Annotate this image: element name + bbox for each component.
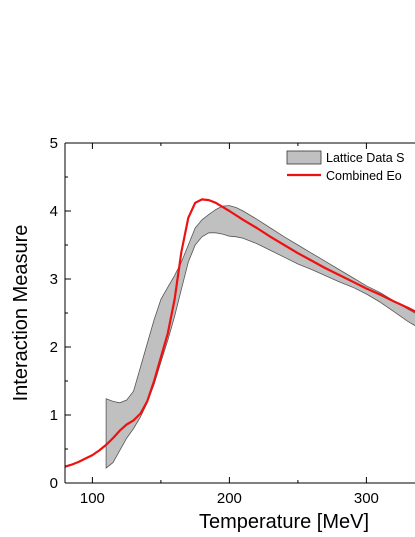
- y-tick-label: 4: [50, 203, 58, 220]
- plot-data-layer: [65, 198, 415, 469]
- y-tick-label: 5: [50, 135, 58, 152]
- y-tick-label: 2: [50, 339, 58, 356]
- x-tick-label: 300: [354, 490, 379, 507]
- y-tick-label: 3: [50, 271, 58, 288]
- legend-label-band: Lattice Data S: [326, 151, 405, 165]
- y-axis-title: Interaction Measure: [10, 225, 32, 402]
- x-tick-label: 200: [217, 490, 242, 507]
- combined-eos-line: [65, 198, 415, 468]
- axis-ticks: 0 1 2 3 4 5 100 200 300: [50, 135, 379, 507]
- lattice-data-band: [105, 205, 415, 469]
- y-tick-label: 1: [50, 407, 58, 424]
- x-tick-label: 100: [80, 490, 105, 507]
- legend-swatch-band: [286, 150, 322, 165]
- y-tick-label: 0: [50, 475, 58, 492]
- legend: Lattice Data S Combined Eo: [286, 150, 405, 183]
- x-axis-title: Temperature [MeV]: [199, 511, 369, 533]
- legend-label-line: Combined Eo: [326, 169, 402, 183]
